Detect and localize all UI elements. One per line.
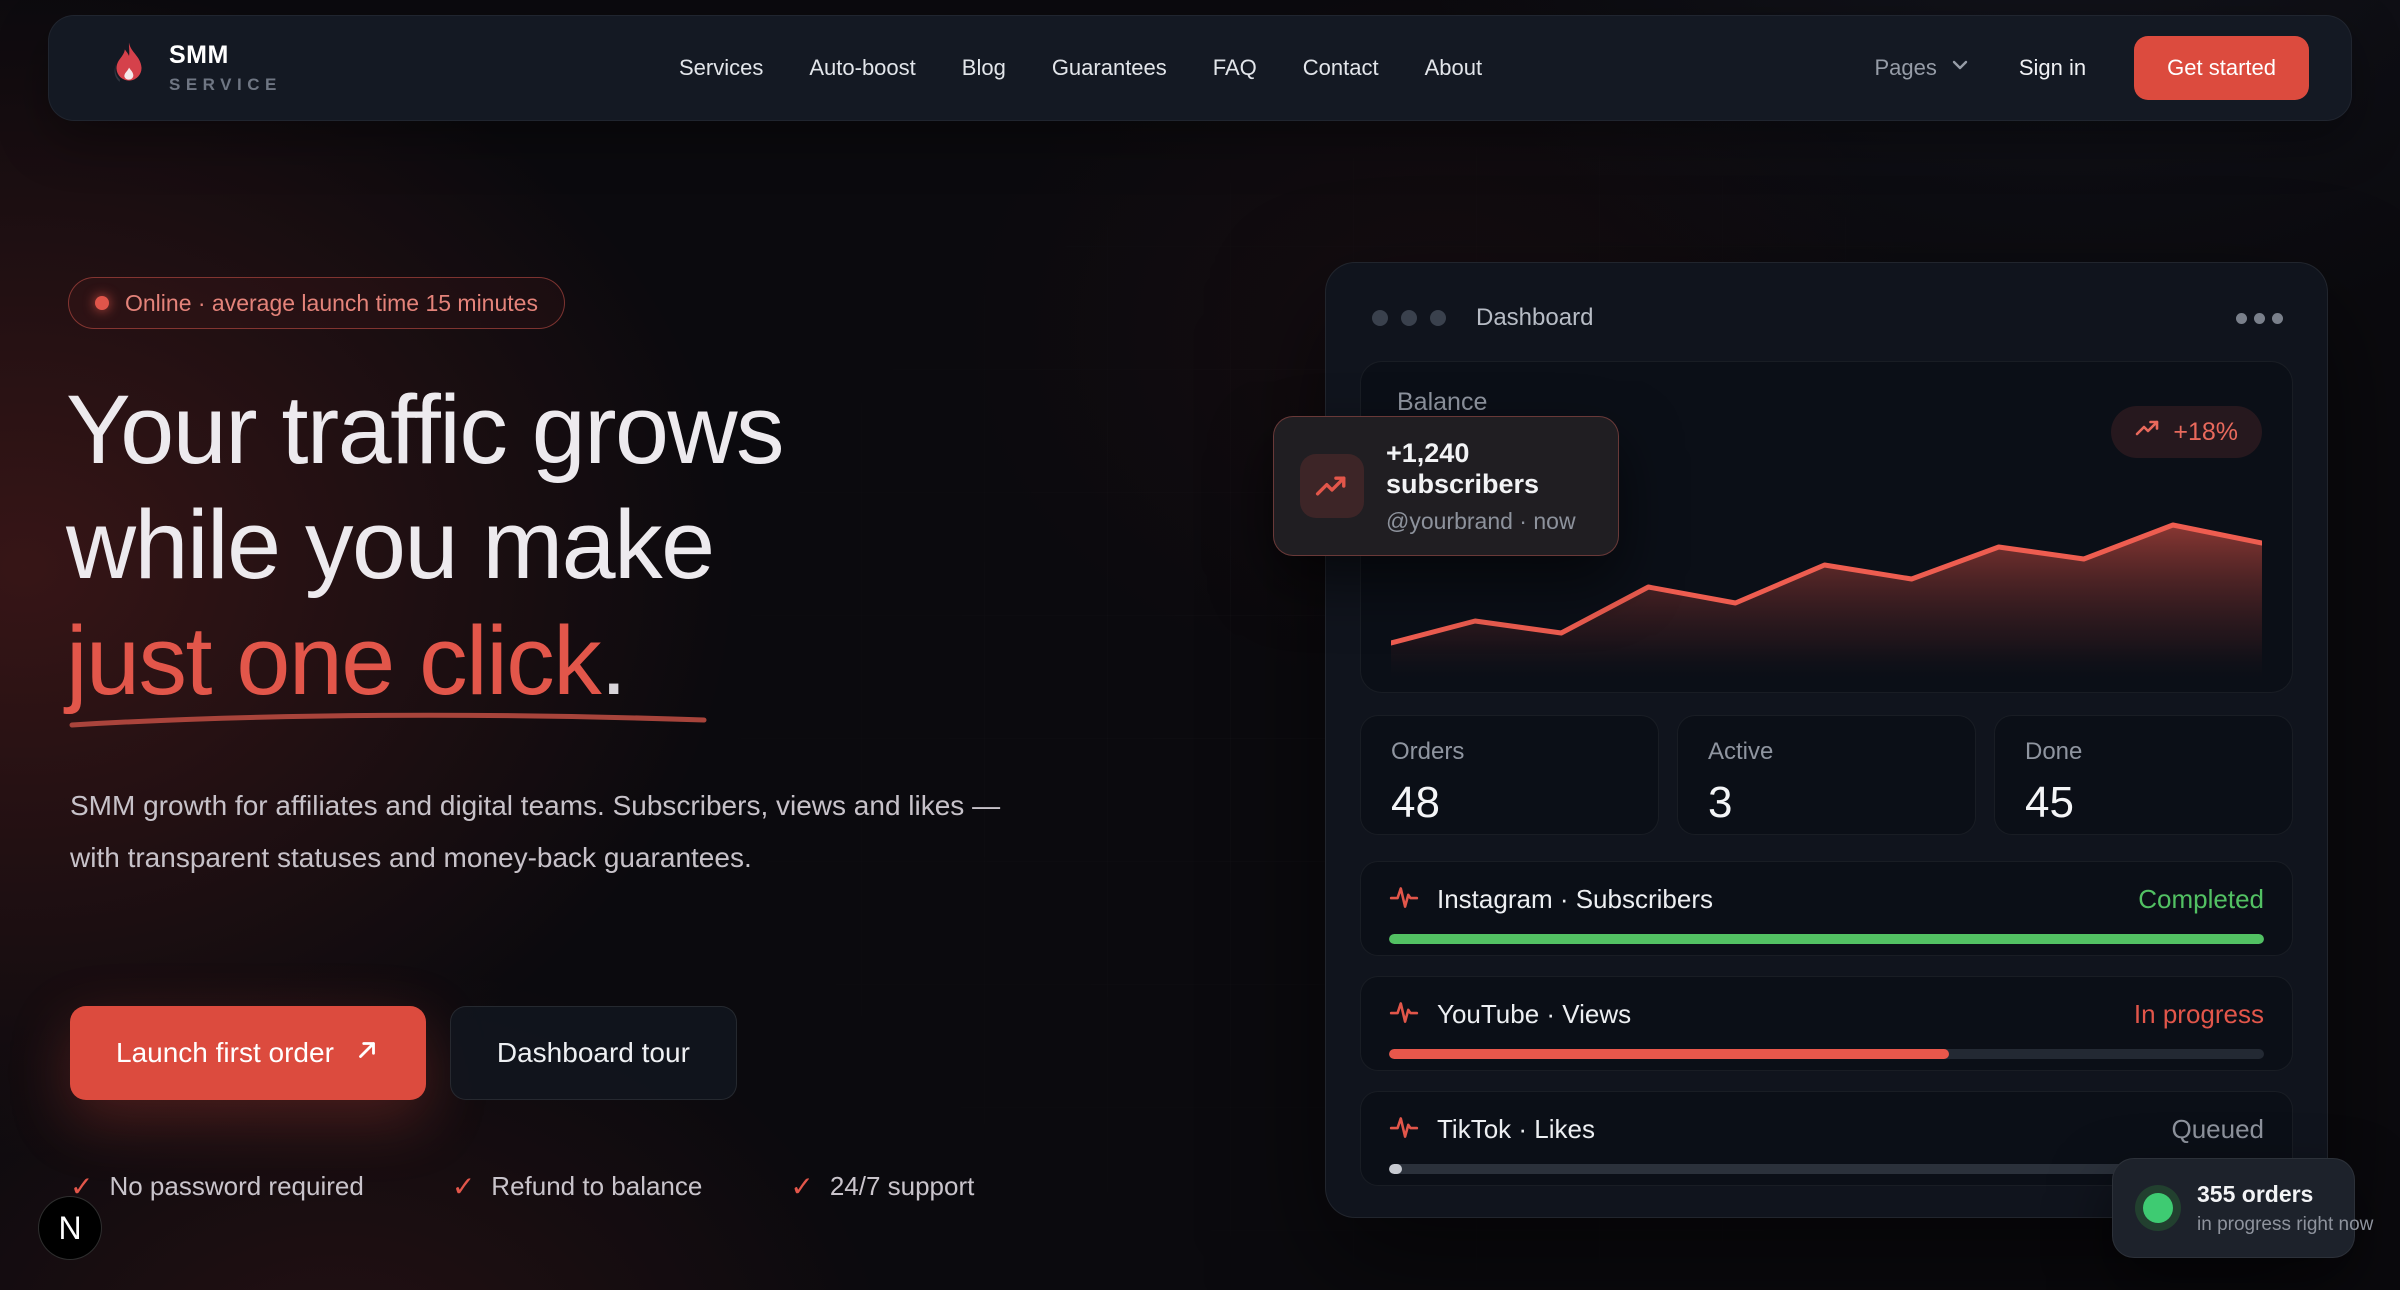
check-icon: ✓ xyxy=(790,1171,814,1202)
dashboard-window: Dashboard Balance +18% xyxy=(1273,262,2328,1218)
order-label: Instagram · Subscribers xyxy=(1437,884,1713,914)
pages-label: Pages xyxy=(1874,55,1937,80)
order-row-youtube: YouTube · Views In progress xyxy=(1360,976,2293,1071)
pulse-icon xyxy=(1389,997,1419,1032)
chart-area-fill xyxy=(1391,525,2262,678)
orders-toast: 355 orders in progress right now xyxy=(2112,1158,2373,1258)
order-row-instagram: Instagram · Subscribers Completed xyxy=(1360,861,2293,956)
arrow-up-right-icon xyxy=(354,1037,380,1070)
progress-fill xyxy=(1389,934,2264,944)
flame-icon xyxy=(109,40,149,97)
nav-item-contact[interactable]: Contact xyxy=(1302,55,1379,80)
stat-card-done: Done 45 xyxy=(1994,715,2293,835)
stats-row: Orders 48 Active 3 Done 45 xyxy=(1360,715,2293,835)
heading-period: . xyxy=(600,605,627,715)
growth-badge: +18% xyxy=(2111,406,2262,458)
pages-dropdown[interactable]: Pages xyxy=(1874,54,1970,82)
chart-line xyxy=(1391,522,2262,646)
progress-fill xyxy=(1389,1164,1403,1174)
header-right: Pages Sign in Get started xyxy=(1874,16,2309,120)
dashboard-tour-button[interactable]: Dashboard tour xyxy=(449,1006,737,1100)
dashboard-title: Dashboard xyxy=(1476,304,1594,331)
main-nav: Services Auto-boost Blog Guarantees FAQ … xyxy=(679,16,1482,120)
stat-label: Done xyxy=(2025,738,2083,765)
launch-first-order-label: Launch first order xyxy=(116,1037,334,1068)
ellipsis-menu-icon[interactable] xyxy=(2236,312,2283,324)
get-started-button[interactable]: Get started xyxy=(2134,36,2309,100)
stat-label: Orders xyxy=(1391,738,1465,765)
notification-meta: @yourbrand · now xyxy=(1386,507,1576,534)
nav-item-about[interactable]: About xyxy=(1424,55,1483,80)
order-status: Queued xyxy=(2171,1114,2264,1144)
logo-subtitle: SERVICE xyxy=(169,75,282,94)
n-logo-badge[interactable]: N xyxy=(38,1196,102,1260)
stat-card-active: Active 3 xyxy=(1677,715,1976,835)
heading-line-1: Your traffic grows xyxy=(66,375,785,484)
progress-track xyxy=(1389,934,2264,944)
online-dot-icon xyxy=(95,296,109,310)
progress-fill xyxy=(1389,1049,1949,1059)
nav-item-guarantees[interactable]: Guarantees xyxy=(1051,55,1167,80)
subscriber-notification: +1,240 subscribers @yourbrand · now xyxy=(1273,416,1619,556)
order-status: In progress xyxy=(2133,999,2264,1029)
chevron-down-icon xyxy=(1949,54,1971,82)
green-status-dot-icon xyxy=(2135,1185,2181,1231)
heading-line-2: while you make xyxy=(66,490,715,600)
hero-cta-group: Launch first order Dashboard tour xyxy=(70,1006,737,1100)
check-icon: ✓ xyxy=(70,1171,94,1202)
balance-chart xyxy=(1391,503,2262,678)
stat-value: 48 xyxy=(1391,778,1440,827)
order-list: Instagram · Subscribers Completed YouTub… xyxy=(1360,861,2293,1186)
nav-item-faq[interactable]: FAQ xyxy=(1212,55,1257,80)
feature-label: Refund to balance xyxy=(491,1171,703,1201)
logo[interactable]: SMM SERVICE xyxy=(109,40,282,97)
check-icon: ✓ xyxy=(451,1171,476,1202)
pulse-icon xyxy=(1389,1112,1419,1147)
feature-refund: ✓ Refund to balance xyxy=(452,1170,703,1203)
heading-line-3: just one click. xyxy=(66,603,783,728)
status-badge-text: Online · average launch time 15 minutes xyxy=(125,289,538,316)
launch-first-order-button[interactable]: Launch first order xyxy=(70,1006,426,1100)
notification-body: +1,240 subscribers @yourbrand · now xyxy=(1386,438,1592,535)
hero-description: SMM growth for affiliates and digital te… xyxy=(70,790,1001,873)
trend-up-icon xyxy=(2135,418,2161,447)
status-badge: Online · average launch time 15 minutes xyxy=(68,277,565,329)
sign-in-link[interactable]: Sign in xyxy=(2018,55,2087,80)
order-label: YouTube · Views xyxy=(1437,999,1632,1029)
order-status: Completed xyxy=(2138,884,2264,914)
balance-label: Balance xyxy=(1397,388,1488,416)
logo-title: SMM xyxy=(169,41,229,69)
feature-label: No password required xyxy=(109,1171,364,1201)
progress-track xyxy=(1389,1164,2264,1174)
window-dots-icon xyxy=(1372,310,1446,326)
pulse-icon xyxy=(1389,882,1419,917)
dashboard-titlebar: Dashboard xyxy=(1360,291,2293,345)
nav-item-services[interactable]: Services xyxy=(679,55,764,80)
stat-card-orders: Orders 48 xyxy=(1360,715,1659,835)
toast-body: 355 orders in progress right now xyxy=(2197,1181,2373,1236)
stat-value: 45 xyxy=(2025,778,2074,827)
order-label: TikTok · Likes xyxy=(1437,1114,1595,1144)
underline-swoosh xyxy=(69,712,707,728)
feature-support: ✓ 24/7 support xyxy=(790,1170,974,1203)
toast-subtitle: in progress right now xyxy=(2197,1213,2374,1235)
trend-up-icon xyxy=(1300,454,1364,518)
header: SMM SERVICE Services Auto-boost Blog Gua… xyxy=(48,15,2352,121)
feature-list: ✓ No password required ✓ Refund to balan… xyxy=(70,1170,974,1203)
feature-label: 24/7 support xyxy=(829,1171,975,1201)
heading-highlight: just one click xyxy=(66,606,707,728)
feature-no-password: ✓ No password required xyxy=(70,1170,364,1203)
stat-label: Active xyxy=(1708,738,1774,765)
nav-item-auto-boost[interactable]: Auto-boost xyxy=(809,55,916,80)
stat-value: 3 xyxy=(1708,778,1733,827)
notification-title: +1,240 subscribers xyxy=(1386,437,1540,499)
growth-badge-value: +18% xyxy=(2173,417,2238,446)
progress-track xyxy=(1389,1049,2264,1059)
nav-item-blog[interactable]: Blog xyxy=(961,55,1006,80)
toast-title: 355 orders xyxy=(2197,1180,2314,1207)
hero-heading: Your traffic grows while you make just o… xyxy=(66,372,785,728)
balance-card: Balance +18% xyxy=(1273,361,2293,693)
logo-text: SMM SERVICE xyxy=(169,41,282,95)
